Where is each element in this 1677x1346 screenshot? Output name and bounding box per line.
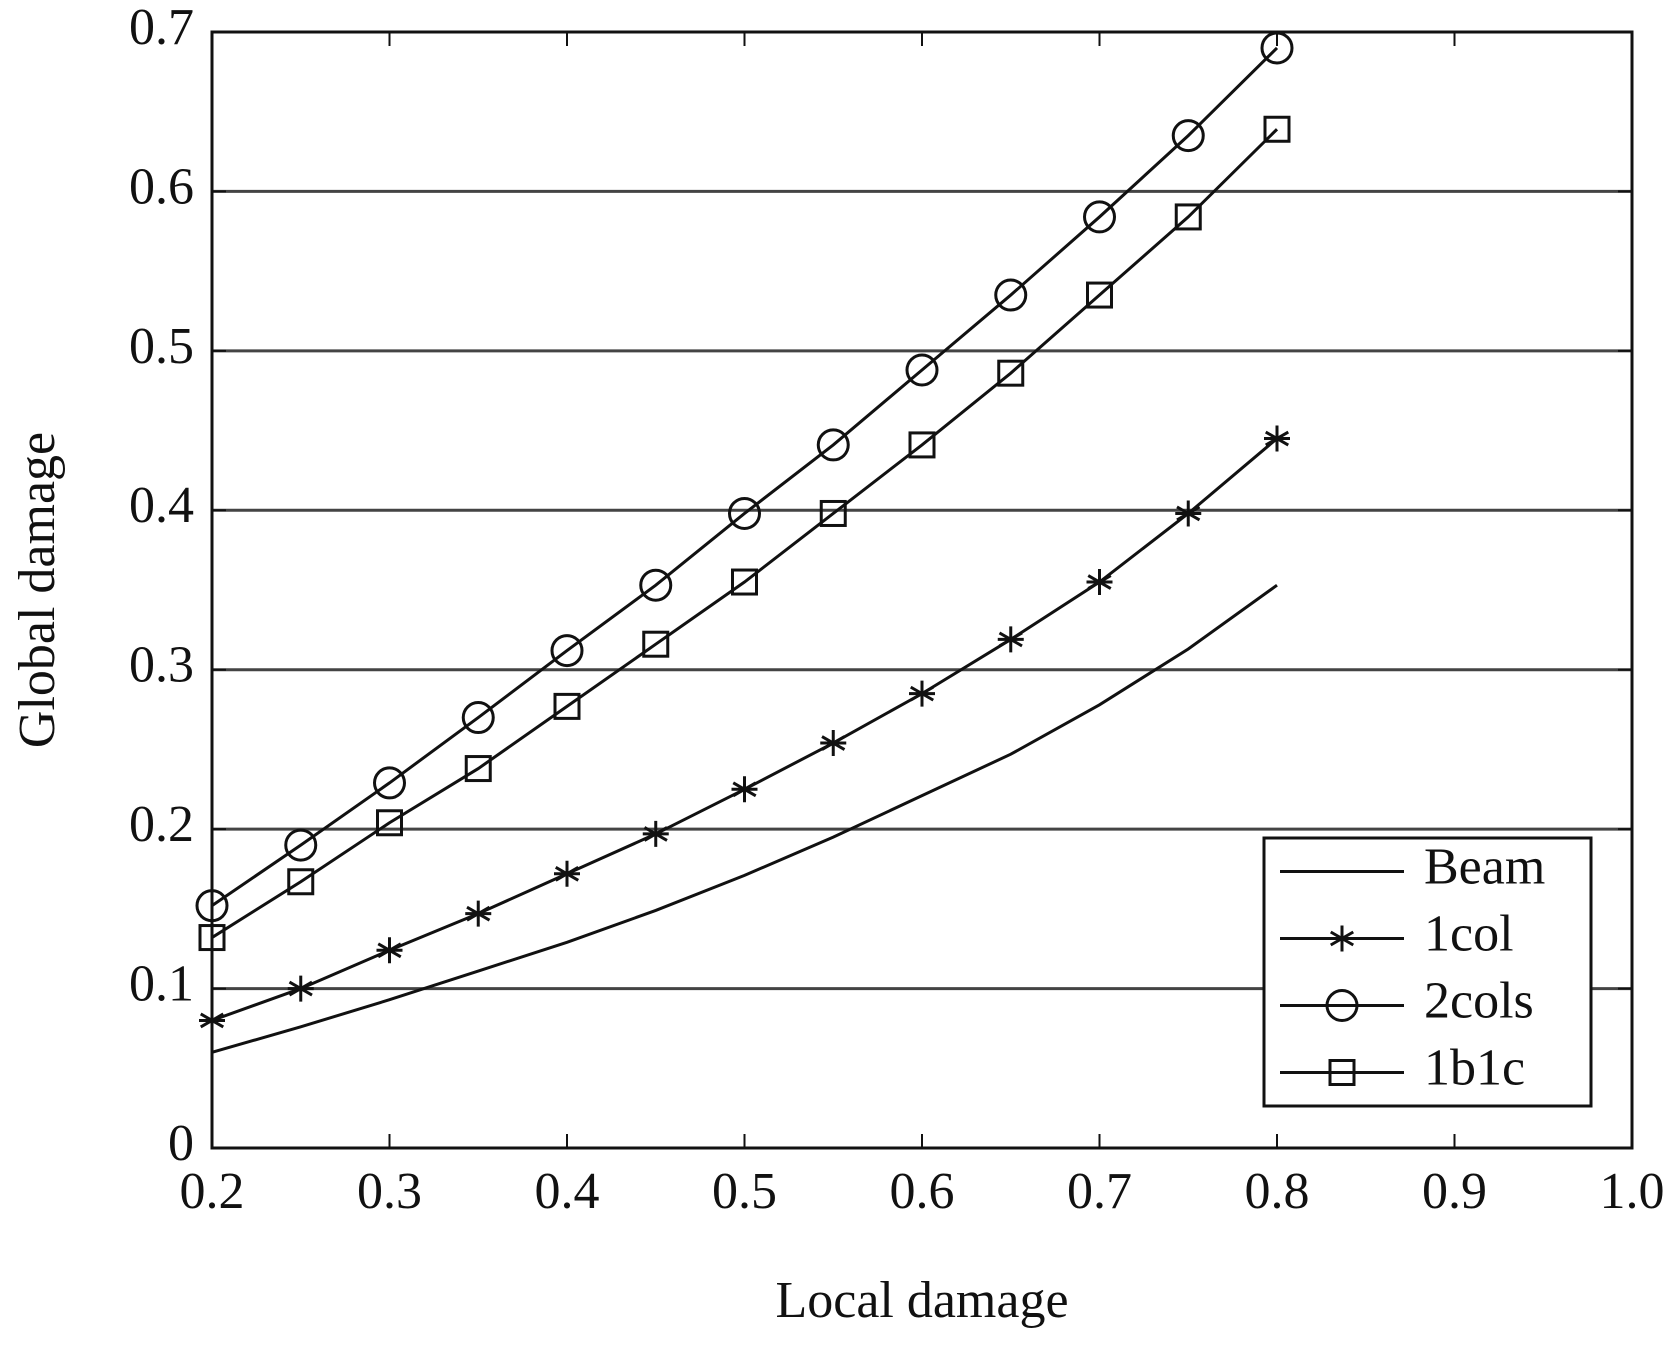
data-point	[1083, 200, 1116, 234]
data-point	[550, 634, 584, 668]
y-tick-label: 0.1	[129, 956, 194, 1013]
data-point	[997, 626, 1024, 653]
data-point	[905, 353, 939, 387]
data-point	[820, 730, 847, 757]
data-point	[553, 692, 581, 720]
data-point	[195, 889, 229, 923]
x-tick-label: 0.8	[1245, 1163, 1310, 1220]
data-point	[994, 278, 1028, 312]
x-tick-label: 0.9	[1422, 1163, 1487, 1220]
data-point	[287, 975, 314, 1002]
plot-frame	[210, 30, 1634, 1150]
legend-marker	[1329, 925, 1355, 952]
data-point	[1171, 119, 1205, 153]
data-point	[997, 359, 1025, 387]
legend-label: 2cols	[1424, 972, 1534, 1029]
data-point	[642, 630, 670, 658]
y-tick-label: 0.7	[129, 0, 194, 56]
data-point	[1086, 281, 1113, 309]
x-tick-label: 0.7	[1067, 1163, 1132, 1220]
data-point	[1260, 31, 1294, 65]
legend-label: 1col	[1424, 905, 1514, 962]
y-tick-label: 0.6	[129, 158, 194, 215]
x-axis-label: Local damage	[775, 1272, 1068, 1329]
data-point	[908, 431, 936, 459]
data-point	[376, 809, 403, 837]
data-point	[731, 776, 758, 803]
y-tick-label: 0.4	[129, 477, 194, 534]
x-tick-label: 0.4	[535, 1163, 600, 1220]
data-point	[1264, 425, 1290, 452]
data-point	[464, 755, 492, 783]
legend-marker	[1328, 1059, 1356, 1086]
legend-label: Beam	[1424, 838, 1545, 895]
y-axis-label: Global damage	[9, 432, 66, 748]
data-point	[1263, 115, 1291, 143]
data-point	[287, 868, 315, 896]
y-tick-label: 0.2	[129, 796, 194, 853]
data-point	[642, 820, 669, 847]
series-line	[211, 583, 1278, 1054]
data-point	[819, 499, 847, 527]
data-point	[376, 937, 403, 964]
data-point	[461, 701, 495, 735]
data-point	[465, 900, 492, 927]
data-point	[373, 766, 406, 800]
y-tick-label: 0.3	[129, 637, 194, 694]
legend-label: 1b1c	[1424, 1039, 1525, 1096]
data-point	[731, 568, 758, 596]
data-point	[728, 496, 761, 530]
data-point	[1175, 500, 1202, 527]
data-point	[1174, 203, 1202, 231]
series-line	[211, 437, 1278, 1022]
data-point	[198, 924, 226, 952]
data-point	[639, 568, 673, 602]
x-tick-label: 0.3	[357, 1163, 422, 1220]
legend-marker	[1325, 989, 1359, 1022]
x-tick-label: 0.5	[712, 1163, 777, 1220]
y-tick-label: 0	[168, 1115, 194, 1172]
y-tick-label: 0.5	[129, 318, 194, 375]
x-tick-label: 0.6	[890, 1163, 955, 1220]
data-point	[554, 860, 580, 887]
series-line	[211, 128, 1279, 939]
series-line	[211, 46, 1279, 907]
x-tick-label: 0.2	[180, 1163, 245, 1220]
data-point	[816, 428, 850, 462]
data-point	[199, 1007, 225, 1034]
x-tick-label: 1.0	[1600, 1163, 1665, 1220]
data-point	[284, 828, 318, 862]
data-point	[1086, 569, 1113, 596]
legend-box	[1262, 836, 1593, 1108]
data-point	[909, 680, 935, 707]
